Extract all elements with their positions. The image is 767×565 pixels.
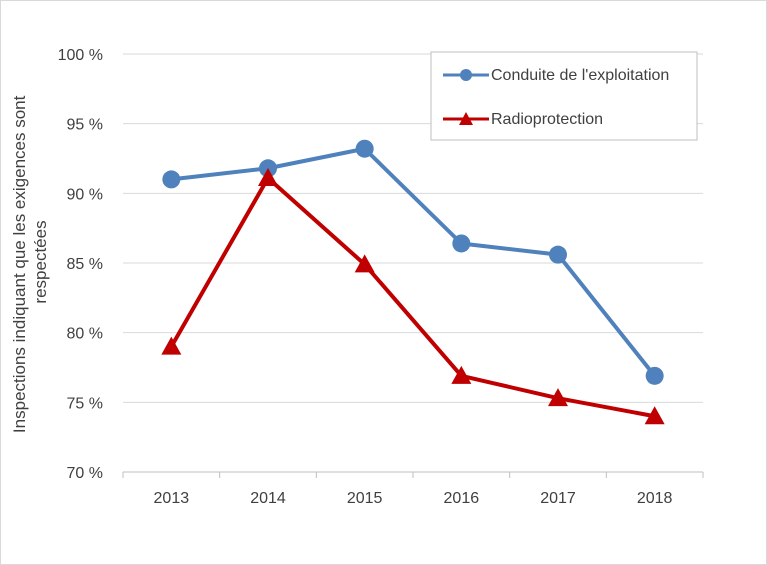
data-point [355,139,374,158]
legend-marker-radioprotection [459,112,473,125]
x-tick-label: 2017 [540,490,576,507]
series-line [169,176,656,419]
data-point [451,365,472,384]
data-point [645,366,664,385]
data-point [549,245,567,264]
series-line [171,146,657,378]
series-1 [161,168,665,425]
legend-box [430,51,698,141]
y-tick-label: 80 % [67,326,103,343]
y-tick-label: 70 % [67,465,103,482]
data-point [258,168,278,187]
data-point [644,406,665,425]
y-tick-label: 90 % [67,186,103,203]
y-tick-label: 85 % [67,256,103,273]
legend-label-radioprotection: Radioprotection [491,111,603,128]
series-0 [162,139,664,385]
x-tick-label: 2018 [637,490,673,507]
x-tick-label: 2015 [347,490,383,507]
legend: Conduite de l'exploitation Radioprotecti… [430,51,698,141]
data-point [548,388,568,407]
x-tick-label: 2013 [154,490,190,507]
y-tick-label: 100 % [58,47,103,64]
data-point [354,254,375,273]
data-point [161,336,182,355]
y-tick-label: 95 % [67,117,103,134]
y-tick-label: 75 % [67,395,103,412]
y-axis-title: Inspections indiquant que les exigences … [10,91,50,433]
data-point [452,234,471,253]
series-layer [161,139,665,425]
data-point [162,170,181,189]
x-axis: 2013 2014 2015 2016 2017 2018 [122,471,704,507]
y-tick-labels: 70 % 75 % 80 % 85 % 90 % 95 % 100 % [58,47,103,482]
x-tick-label: 2014 [250,490,286,507]
legend-label-conduite: Conduite de l'exploitation [491,67,669,84]
legend-marker-conduite [460,69,472,81]
x-tick-label: 2016 [444,490,480,507]
